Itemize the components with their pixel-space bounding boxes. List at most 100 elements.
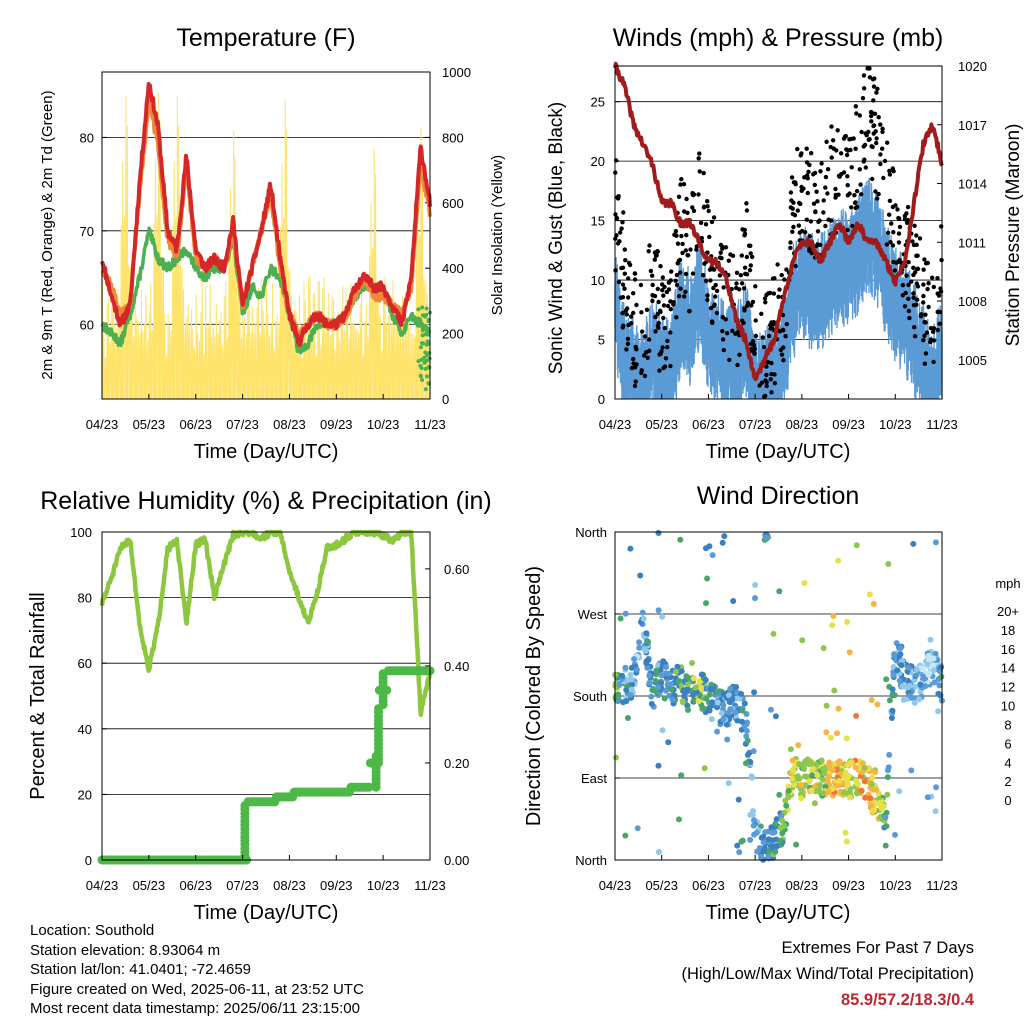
direction-point xyxy=(619,672,626,679)
gust-point xyxy=(872,111,878,117)
gust-point xyxy=(844,152,850,158)
direction-point xyxy=(703,695,710,702)
gust-point xyxy=(668,330,673,335)
gust-point xyxy=(912,334,918,339)
gust-point xyxy=(748,263,753,268)
gust-point xyxy=(896,240,902,245)
direction-point xyxy=(827,734,834,741)
gust-point xyxy=(818,169,823,174)
gust-point xyxy=(690,205,695,210)
y-tick-label: South xyxy=(573,689,607,704)
direction-point xyxy=(925,671,932,678)
direction-point xyxy=(826,773,832,780)
gust-point xyxy=(705,204,710,209)
direction-point xyxy=(751,817,757,824)
gust-point xyxy=(678,270,683,275)
direction-point xyxy=(868,697,875,703)
gust-point xyxy=(823,174,829,180)
gust-point xyxy=(858,182,863,187)
direction-point xyxy=(706,691,713,698)
gust-point xyxy=(659,349,664,354)
gust-point xyxy=(685,210,690,215)
direction-point xyxy=(776,791,783,798)
dewpoint-point xyxy=(418,363,423,368)
gust-point xyxy=(833,192,838,198)
direction-point xyxy=(883,676,890,683)
gust-point xyxy=(669,269,674,274)
gust-point xyxy=(928,339,933,345)
gust-point xyxy=(650,282,655,288)
x-tick-label: 10/23 xyxy=(879,878,912,893)
gust-point xyxy=(741,286,747,291)
direction-point xyxy=(659,613,666,620)
direction-point xyxy=(628,676,635,683)
direction-point xyxy=(835,705,842,712)
gust-point xyxy=(620,295,626,300)
gust-point xyxy=(932,338,937,343)
y-tick-label: 5 xyxy=(598,333,605,348)
gust-point xyxy=(874,90,879,95)
direction-point xyxy=(798,795,805,802)
direction-point xyxy=(730,598,737,604)
colorbar-label: 18 xyxy=(1001,623,1015,638)
direction-point xyxy=(719,539,726,546)
gust-point xyxy=(769,360,774,366)
direction-ylabel-left: Direction (Colored By Speed) xyxy=(523,566,545,826)
y2-tick-label: 400 xyxy=(442,261,464,276)
gust-point xyxy=(717,255,723,260)
gust-point xyxy=(823,223,828,229)
x-tick-label: 06/23 xyxy=(179,878,212,893)
gust-point xyxy=(699,236,704,241)
gust-point xyxy=(634,347,639,352)
direction-point xyxy=(668,681,675,688)
direction-point xyxy=(831,687,838,694)
direction-point xyxy=(669,696,676,703)
gust-point xyxy=(802,175,807,180)
direction-point xyxy=(709,552,716,559)
gust-point xyxy=(696,192,701,197)
direction-point xyxy=(760,839,767,846)
gust-point xyxy=(763,300,768,305)
y2-tick-label: 0.20 xyxy=(444,756,469,771)
gust-point xyxy=(696,156,701,161)
direction-point xyxy=(743,727,750,734)
gust-point xyxy=(768,290,773,296)
gust-point xyxy=(747,268,753,273)
gust-point xyxy=(935,291,940,296)
direction-point xyxy=(637,572,644,579)
dewpoint-point xyxy=(416,359,421,364)
direction-point xyxy=(735,796,742,803)
gust-point xyxy=(833,186,838,192)
gust-point xyxy=(921,338,926,343)
gust-point xyxy=(720,329,725,334)
y-tick-label: 60 xyxy=(80,317,94,332)
gust-point xyxy=(900,293,905,298)
direction-point xyxy=(761,847,768,853)
direction-point xyxy=(801,766,807,773)
direction-point xyxy=(744,751,751,758)
x-tick-label: 04/23 xyxy=(86,878,119,893)
gust-point xyxy=(733,331,738,336)
gust-point xyxy=(614,216,620,221)
dewpoint-point xyxy=(420,377,425,382)
gust-point xyxy=(887,168,892,174)
gust-point xyxy=(875,86,880,92)
gust-point xyxy=(909,279,914,284)
direction-point xyxy=(622,664,629,671)
direction-point xyxy=(725,780,732,787)
gust-point xyxy=(891,169,896,174)
direction-point xyxy=(824,778,831,785)
gust-point xyxy=(679,177,684,182)
direction-point xyxy=(720,702,727,709)
gust-point xyxy=(752,346,757,352)
gust-point xyxy=(764,383,769,389)
y-tick-label: West xyxy=(578,607,608,622)
direction-point xyxy=(665,739,672,746)
direction-point xyxy=(692,684,699,691)
direction-point xyxy=(767,706,774,713)
gust-point xyxy=(805,190,810,196)
direction-point xyxy=(932,539,939,546)
x-tick-label: 08/23 xyxy=(786,878,819,893)
gust-point xyxy=(776,294,781,299)
